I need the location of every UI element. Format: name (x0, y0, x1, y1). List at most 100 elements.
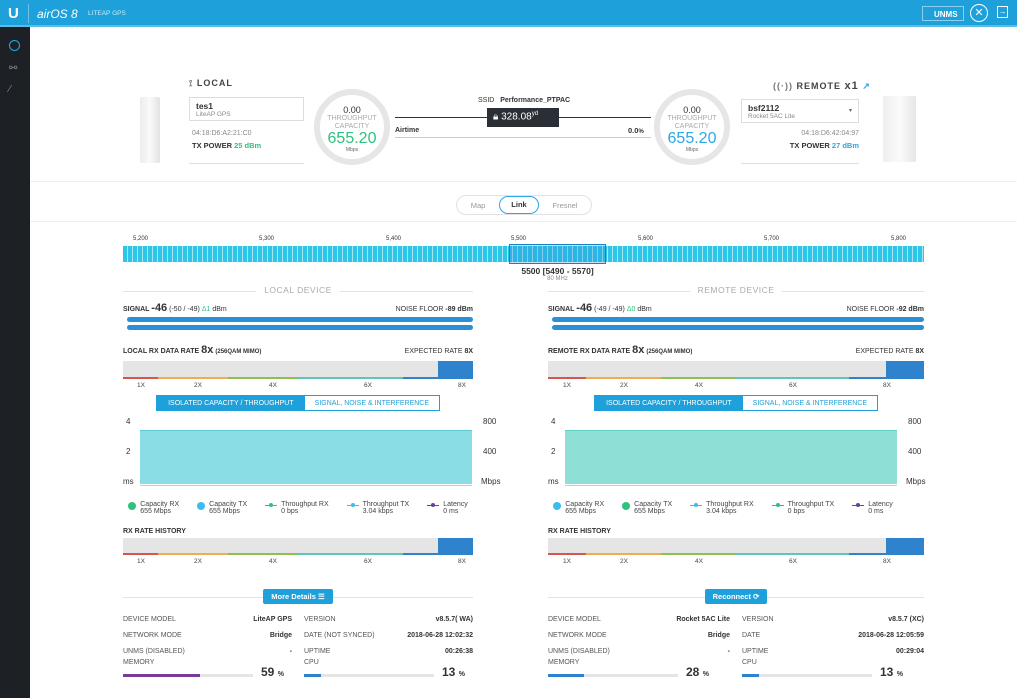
unms-button[interactable]: UNMS (922, 6, 964, 21)
signal-row: SIGNAL -46 (-49 / -49) Δ0 dBm NOISE FLOOR… (548, 302, 924, 314)
tab-fresnel[interactable]: Fresnel (552, 200, 578, 210)
list-icon: ☰ (317, 592, 325, 601)
local-device-panel: LOCAL DEVICE SIGNAL -46 (-50 / -49) Δ1 d… (123, 285, 501, 681)
dashboard-icon[interactable] (9, 40, 20, 51)
distance-unit: yd (531, 111, 539, 117)
throughput-value: 0.00 (343, 105, 361, 115)
button-label: Reconnect (712, 592, 751, 601)
remote-throughput-gauge: 0.00 THROUGHPUT CAPACITY 655.20 Mbps (654, 89, 730, 165)
ubiquiti-logo-icon[interactable]: U (8, 5, 19, 22)
legend-item[interactable]: Capacity RX 655 Mbps (128, 501, 179, 515)
legend-item[interactable]: Throughput RX 3.04 kbps (690, 501, 754, 515)
signal-delta: Δ0 (626, 306, 636, 313)
capacity-value: 655.20 (327, 130, 377, 147)
signal-delta: Δ1 (201, 306, 211, 313)
tools-wand-icon[interactable]: ⁄ (9, 84, 11, 95)
legend-value: 0 bps (281, 508, 299, 515)
legend-item[interactable]: Throughput TX 0 bps (771, 501, 834, 515)
tick: 4X (269, 382, 277, 389)
noise-value: -92 dBm (896, 306, 924, 313)
device-info: DEVICE MODEL LiteAP GPS NETWORK MODE Bridg… (123, 611, 473, 681)
remote-device-image (883, 96, 916, 162)
rx-rate-history-bar (123, 538, 473, 553)
tools-icon[interactable]: ✕ (970, 4, 988, 22)
tab-signal-noise[interactable]: SIGNAL, NOISE & INTERFERENCE (314, 399, 430, 407)
tab-capacity-throughput[interactable]: ISOLATED CAPACITY / THROUGHPUT (595, 396, 743, 410)
rx-rate-history-label: RX RATE HISTORY (123, 528, 473, 535)
tab-map[interactable]: Map (470, 200, 486, 210)
cpu-meter: CPU 13 % (304, 659, 473, 681)
unms-label: UNMS (934, 10, 958, 19)
legend-value: 0 ms (868, 508, 884, 515)
more-details-button[interactable]: More Details ☰ (263, 589, 333, 604)
info-key: CPU (304, 659, 319, 666)
info-value: v8.5.7( WA) (435, 615, 473, 623)
noise-label: NOISE FLOOR (846, 306, 895, 313)
signal-chain-1-bar (552, 325, 924, 330)
info-key: DATE (742, 631, 761, 639)
info-key: UPTIME (742, 647, 769, 655)
divider (30, 181, 1017, 182)
x-axis (565, 485, 897, 486)
local-device-card: tes1 LiteAP GPS (189, 97, 304, 121)
remote-device-select[interactable]: bsf2112 Rocket 5AC Lite ▾ (741, 99, 859, 123)
chart-tabs: ISOLATED CAPACITY / THROUGHPUT SIGNAL, NO… (594, 395, 878, 411)
logout-icon[interactable]: → (997, 6, 1008, 18)
tab-capacity-throughput[interactable]: ISOLATED CAPACITY / THROUGHPUT (157, 396, 305, 410)
external-link-icon[interactable]: ↗ (862, 81, 871, 91)
rate-ticks: 1X 2X 4X 6X 8X (123, 379, 473, 389)
memory-fill (548, 674, 585, 677)
view-tabs: Map Link Fresnel (456, 195, 592, 215)
y-left-tick: 4 (551, 417, 556, 426)
info-value: 00:26:38 (444, 647, 473, 655)
reconnect-button[interactable]: Reconnect ⟳ (704, 589, 768, 604)
tick: 5,200 (133, 236, 149, 242)
rate-label: LOCAL RX DATA RATE (123, 348, 200, 355)
info-value: Rocket 5AC Lite (676, 615, 730, 623)
legend-name: Capacity TX (209, 501, 248, 508)
info-value: v8.5.7 (XC) (888, 615, 924, 623)
airtime-number: 0.0 (628, 126, 639, 135)
remote-mac: 04:18:D6:42:04:97 (801, 130, 859, 137)
device-name: LITEAP GPS (88, 10, 126, 17)
y-right-unit: Mbps (481, 477, 501, 486)
info-value: - (289, 647, 292, 655)
history-fill (438, 538, 473, 553)
info-value: LiteAP GPS (253, 615, 292, 623)
memory-value: 28 (686, 665, 700, 679)
antenna-icon: ⟟ (189, 78, 197, 88)
chevron-down-icon: ▾ (848, 108, 852, 114)
legend-item[interactable]: Throughput TX 3.04 kbps (346, 501, 409, 515)
tab-signal-noise[interactable]: SIGNAL, NOISE & INTERFERENCE (752, 399, 868, 407)
reconnect-row: Reconnect ⟳ (548, 589, 924, 605)
sidebar: ⚯ ⁄ (0, 27, 30, 698)
signal-unit: dBm (212, 306, 227, 313)
tab-link[interactable]: Link (499, 196, 539, 214)
device-info: DEVICE MODEL Rocket 5AC Lite NETWORK MODE… (548, 611, 924, 681)
legend-item[interactable]: Latency 0 ms (427, 501, 468, 515)
tx-label: TX POWER (789, 141, 830, 150)
legend-item[interactable]: Throughput RX 0 bps (265, 501, 329, 515)
rate-scale (123, 377, 473, 379)
info-row: UNMS (DISABLED) - (548, 643, 730, 659)
divider (741, 163, 859, 164)
tick: 5,700 (764, 236, 780, 242)
legend-item[interactable]: Latency 0 ms (852, 501, 893, 515)
legend-name: Latency (868, 501, 893, 508)
info-key: UNMS (DISABLED) (548, 647, 610, 655)
local-device-name: tes1 (196, 101, 214, 111)
frequency-spectrum[interactable] (123, 246, 924, 262)
capacity-area (140, 430, 472, 484)
info-row: NETWORK MODE Bridge (123, 627, 292, 643)
tick: 6X (364, 558, 372, 565)
legend-item[interactable]: Capacity TX 655 Mbps (622, 501, 672, 515)
wireless-icon[interactable]: ⚯ (9, 63, 18, 74)
selected-channel[interactable] (509, 244, 606, 264)
legend-item[interactable]: Capacity RX 655 Mbps (553, 501, 604, 515)
y-right-tick: 800 (908, 417, 922, 426)
info-row: UNMS (DISABLED) - (123, 643, 292, 659)
tick: 6X (364, 382, 372, 389)
info-value: 2018-06-28 12:05:59 (858, 631, 924, 639)
legend-item[interactable]: Capacity TX 655 Mbps (197, 501, 247, 515)
legend-name: Capacity RX (565, 501, 605, 508)
